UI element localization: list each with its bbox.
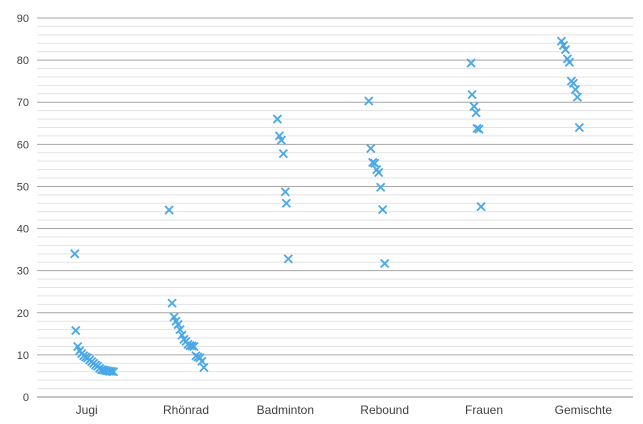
data-point-marker: [374, 167, 384, 178]
tick-labels: 0 10 20 30 40 50 60 70 80 90 Jugi Rhönrad Badminton R…: [17, 13, 613, 417]
data-point-marker: [276, 135, 286, 145]
x-tick-label: Frauen: [465, 403, 503, 417]
y-tick-label: 70: [17, 97, 29, 109]
data-point-marker: [378, 204, 388, 215]
y-tick-label: 40: [17, 224, 29, 236]
x-tick-label: Gemischte: [555, 403, 613, 417]
data-point-marker: [467, 90, 477, 100]
data-point-marker: [572, 92, 583, 102]
data-point-marker: [197, 356, 207, 366]
data-point-marker: [471, 108, 481, 118]
data-point-marker: [476, 202, 486, 212]
x-tick-label: Rebound: [360, 403, 409, 417]
data-point-marker: [283, 254, 293, 264]
data-point-marker: [278, 148, 288, 159]
y-tick-label: 20: [17, 308, 29, 320]
data-point-marker: [187, 341, 197, 351]
data-point-marker: [167, 298, 177, 308]
y-tick-label: 50: [17, 181, 29, 193]
data-point-marker: [570, 84, 581, 95]
data-point-marker: [466, 58, 476, 68]
data-point-marker: [280, 187, 290, 197]
data-point-marker: [199, 362, 209, 373]
data-point-marker: [164, 205, 174, 215]
data-point-marker: [568, 78, 579, 88]
data-point-marker: [364, 96, 374, 106]
x-tick-label: Jugi: [76, 403, 98, 417]
data-point-marker: [71, 325, 81, 336]
data-point-marker: [574, 122, 584, 133]
gridlines: [37, 17, 633, 390]
data-point-marker: [370, 158, 380, 168]
data-point-marker: [380, 258, 390, 269]
data-point-marker: [106, 366, 117, 376]
data-point-marker: [70, 249, 80, 259]
data-point-marker: [189, 341, 199, 352]
y-tick-label: 30: [17, 266, 29, 278]
y-tick-label: 10: [17, 350, 29, 362]
y-tick-label: 90: [17, 13, 29, 25]
data-point-marker: [175, 324, 185, 335]
data-points: [70, 36, 584, 377]
data-point-marker: [564, 57, 575, 67]
data-point-marker: [474, 124, 484, 134]
y-tick-label: 80: [17, 55, 29, 67]
data-point-marker: [281, 198, 291, 208]
x-tick-label: Badminton: [257, 403, 314, 417]
data-point-marker: [173, 319, 183, 330]
data-point-marker: [560, 44, 571, 55]
data-point-marker: [469, 101, 479, 112]
data-point-marker: [108, 367, 119, 377]
data-point-marker: [376, 182, 386, 192]
x-tick-label: Rhönrad: [163, 403, 209, 417]
data-point-marker: [272, 114, 283, 124]
y-tick-label: 0: [23, 392, 29, 404]
y-tick-label: 60: [17, 139, 29, 151]
data-point-marker: [366, 143, 376, 154]
